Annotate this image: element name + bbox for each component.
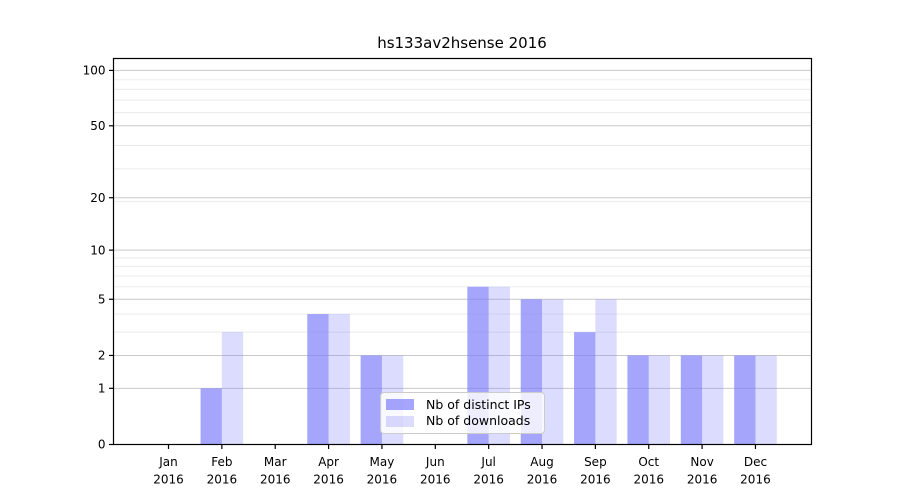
bar-distinct-ips-dec xyxy=(734,355,756,445)
y-tick-label: 10 xyxy=(90,243,105,257)
bar-distinct-ips-oct xyxy=(627,355,649,445)
x-axis-ticks: Jan 2016 Feb 2016 Mar 2016 Apr 2016 May 2016 Jun 20… xyxy=(153,444,771,487)
x-tick-label-year: 2016 xyxy=(207,473,238,487)
x-tick-label-year: 2016 xyxy=(633,473,664,487)
y-tick-label: 0 xyxy=(98,438,106,452)
bar-distinct-ips-apr xyxy=(307,314,329,445)
bar-downloads-dec xyxy=(755,355,777,445)
x-tick-label-year: 2016 xyxy=(420,473,451,487)
bar-downloads-sep xyxy=(595,299,617,445)
x-tick-label-month: Nov xyxy=(690,455,713,469)
x-tick-label-month: Aug xyxy=(530,455,553,469)
y-tick-label: 100 xyxy=(83,64,106,78)
x-tick-label-year: 2016 xyxy=(580,473,611,487)
x-tick-label-month: Sep xyxy=(584,455,607,469)
x-tick-label-year: 2016 xyxy=(740,473,771,487)
y-gridlines-minor xyxy=(113,79,812,333)
bars xyxy=(200,286,777,445)
x-tick-label-month: Jan xyxy=(158,455,178,469)
x-tick-label-year: 2016 xyxy=(687,473,718,487)
legend-swatch-distinct-ips xyxy=(386,399,414,411)
y-tick-label: 50 xyxy=(90,119,105,133)
y-axis-ticks: 0 1 2 5 10 20 50 100 xyxy=(83,64,114,452)
y-tick-label: 2 xyxy=(98,349,106,363)
x-tick-label-year: 2016 xyxy=(313,473,344,487)
x-tick-label-year: 2016 xyxy=(367,473,398,487)
x-tick-label-year: 2016 xyxy=(527,473,558,487)
legend-entry-distinct-ips: Nb of distinct IPs xyxy=(386,396,537,412)
bar-distinct-ips-feb xyxy=(200,388,222,445)
bar-downloads-nov xyxy=(702,355,724,445)
y-gridlines-major xyxy=(113,69,812,389)
x-tick-label-month: Mar xyxy=(264,455,287,469)
x-tick-label-month: Apr xyxy=(318,455,339,469)
x-tick-label-month: May xyxy=(370,455,395,469)
x-tick-label-month: Jun xyxy=(425,455,445,469)
bar-distinct-ips-nov xyxy=(680,355,703,445)
y-tick-label: 1 xyxy=(98,382,106,396)
legend-entry-downloads: Nb of downloads xyxy=(386,412,537,428)
legend-swatch-downloads xyxy=(386,415,414,427)
y-tick-label: 5 xyxy=(98,292,106,306)
x-tick-label-month: Jul xyxy=(480,455,495,469)
bar-downloads-feb xyxy=(221,332,244,445)
bar-downloads-apr xyxy=(328,314,350,445)
x-tick-label-year: 2016 xyxy=(473,473,504,487)
axes-frame xyxy=(112,57,813,446)
x-tick-label-year: 2016 xyxy=(260,473,291,487)
bar-distinct-ips-may xyxy=(360,355,382,445)
y-tick-label: 20 xyxy=(90,191,105,205)
bar-downloads-oct xyxy=(648,355,671,445)
x-tick-label-month: Feb xyxy=(211,455,232,469)
x-tick-label-month: Dec xyxy=(744,455,767,469)
x-tick-label-year: 2016 xyxy=(153,473,184,487)
legend-label-downloads: Nb of downloads xyxy=(426,412,531,428)
x-tick-label-month: Oct xyxy=(638,455,659,469)
bar-distinct-ips-sep xyxy=(574,332,596,445)
chart-title: hs133av2hsense 2016 xyxy=(377,34,547,52)
bar-downloads-aug xyxy=(542,299,564,445)
legend-label-distinct-ips: Nb of distinct IPs xyxy=(426,396,531,412)
legend: Nb of distinct IPs Nb of downloads xyxy=(380,392,545,434)
